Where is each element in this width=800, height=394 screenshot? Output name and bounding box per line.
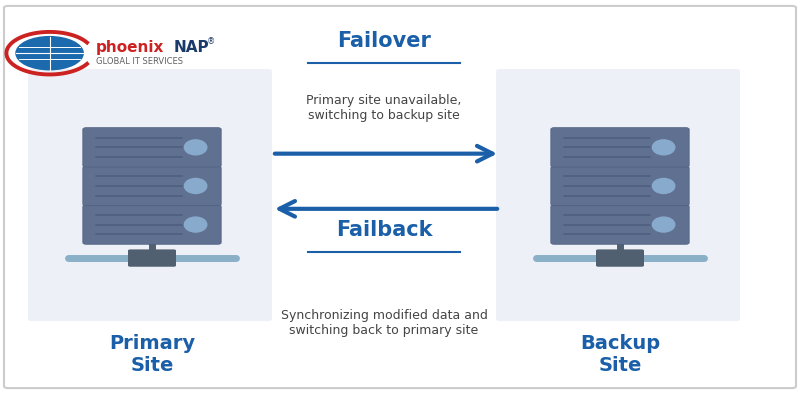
Ellipse shape — [653, 217, 675, 232]
FancyBboxPatch shape — [83, 205, 221, 244]
Ellipse shape — [653, 178, 675, 193]
Text: Failback: Failback — [336, 221, 432, 240]
Text: Primary
Site: Primary Site — [109, 334, 195, 375]
Ellipse shape — [185, 178, 206, 193]
Text: Backup
Site: Backup Site — [580, 334, 660, 375]
FancyBboxPatch shape — [550, 166, 690, 206]
FancyBboxPatch shape — [83, 166, 221, 206]
Text: Primary site unavailable,
switching to backup site: Primary site unavailable, switching to b… — [306, 94, 462, 123]
FancyBboxPatch shape — [4, 6, 796, 388]
FancyBboxPatch shape — [550, 128, 690, 167]
Ellipse shape — [653, 140, 675, 155]
Text: Synchronizing modified data and
switching back to primary site: Synchronizing modified data and switchin… — [281, 309, 487, 337]
Text: phoenix: phoenix — [96, 40, 164, 55]
FancyBboxPatch shape — [83, 128, 221, 167]
FancyBboxPatch shape — [596, 249, 644, 267]
FancyBboxPatch shape — [496, 69, 740, 321]
Ellipse shape — [185, 217, 206, 232]
Circle shape — [16, 37, 83, 70]
FancyBboxPatch shape — [550, 205, 690, 244]
Text: ®: ® — [207, 37, 215, 46]
Text: NAP: NAP — [174, 40, 210, 55]
Text: GLOBAL IT SERVICES: GLOBAL IT SERVICES — [96, 58, 183, 66]
FancyBboxPatch shape — [28, 69, 272, 321]
FancyBboxPatch shape — [128, 249, 176, 267]
Ellipse shape — [185, 140, 206, 155]
Text: Failover: Failover — [337, 32, 431, 51]
